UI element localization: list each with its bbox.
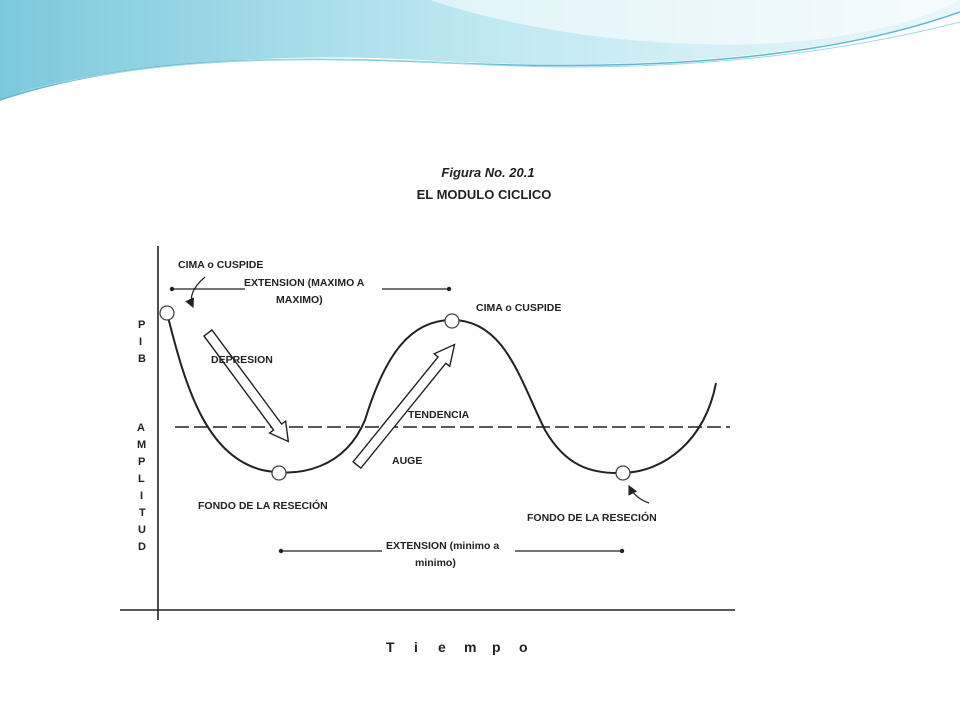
figure-panel — [42, 93, 890, 720]
trough-label-right: FONDO DE LA RESECIÓN — [527, 511, 657, 524]
trough-marker-left — [271, 465, 287, 481]
extension-min-label-line1: EXTENSION (minimo a — [386, 540, 499, 552]
x-letter: i — [414, 639, 418, 655]
y-letter: P — [138, 456, 145, 468]
x-axis-label: T i e m p o — [386, 639, 528, 655]
depression-label: DEPRESION — [211, 354, 273, 366]
x-letter: e — [438, 639, 446, 655]
y-letter: L — [138, 473, 145, 485]
y-letter: B — [138, 353, 146, 365]
extension-min-label-line2: minimo) — [415, 557, 456, 569]
extension-max-span — [169, 286, 452, 292]
y-letter: U — [138, 524, 146, 536]
y-letter: D — [138, 541, 146, 553]
peak-pointer — [185, 276, 206, 309]
y-letter: A — [137, 422, 145, 434]
axes — [120, 246, 735, 620]
peak-marker-right — [444, 313, 460, 329]
depression-arrow — [203, 329, 290, 443]
trough-label-left: FONDO DE LA RESECIÓN — [198, 499, 328, 512]
y-letter: I — [139, 336, 142, 348]
x-letter: p — [492, 639, 501, 655]
y-letter: P — [138, 319, 145, 331]
x-letter: o — [519, 639, 528, 655]
peak-marker-left — [159, 305, 175, 321]
boom-label: AUGE — [392, 455, 422, 467]
peak-label-right: CIMA o CUSPIDE — [476, 302, 561, 314]
figure-number: Figura No. 20.1 — [441, 165, 535, 180]
boom-arrow — [352, 343, 456, 470]
y-axis-label: P I B A M P L I T U D — [137, 319, 146, 553]
y-letter: T — [139, 507, 146, 519]
trough-pointer — [628, 484, 650, 504]
extension-max-label-line1: EXTENSION (MAXIMO A — [244, 277, 365, 289]
header-wave-decoration — [0, 0, 960, 101]
y-letter: I — [140, 490, 143, 502]
peak-label-left: CIMA o CUSPIDE — [178, 259, 263, 271]
figure-title: EL MODULO CICLICO — [416, 187, 552, 202]
extension-min-span — [278, 548, 625, 554]
trough-marker-right — [615, 465, 631, 481]
x-letter: m — [464, 639, 476, 655]
y-letter: M — [137, 439, 146, 451]
trend-label: TENDENCIA — [408, 409, 470, 421]
x-letter: T — [386, 639, 395, 655]
extension-max-label-line2: MAXIMO) — [276, 294, 323, 306]
